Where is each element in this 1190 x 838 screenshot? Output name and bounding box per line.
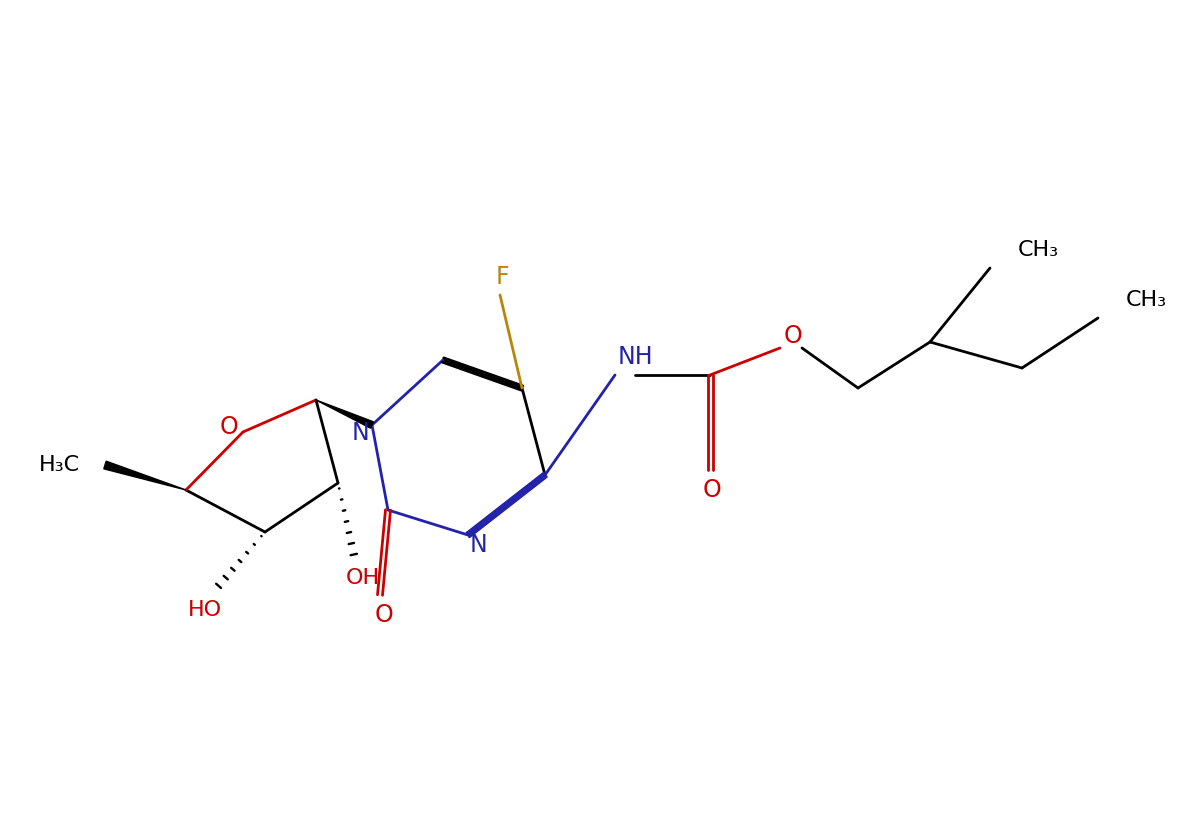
Text: NH: NH <box>618 345 653 369</box>
Text: CH₃: CH₃ <box>1017 240 1059 260</box>
Text: N: N <box>351 421 369 445</box>
Polygon shape <box>104 461 186 490</box>
Text: O: O <box>375 603 394 627</box>
Text: O: O <box>784 324 802 348</box>
Polygon shape <box>317 400 374 428</box>
Text: F: F <box>495 265 509 289</box>
Text: O: O <box>220 415 238 439</box>
Text: O: O <box>702 478 721 502</box>
Text: H₃C: H₃C <box>39 455 80 475</box>
Text: CH₃: CH₃ <box>1126 290 1167 310</box>
Text: N: N <box>469 533 487 557</box>
Text: HO: HO <box>188 600 223 620</box>
Text: OH: OH <box>346 568 380 588</box>
